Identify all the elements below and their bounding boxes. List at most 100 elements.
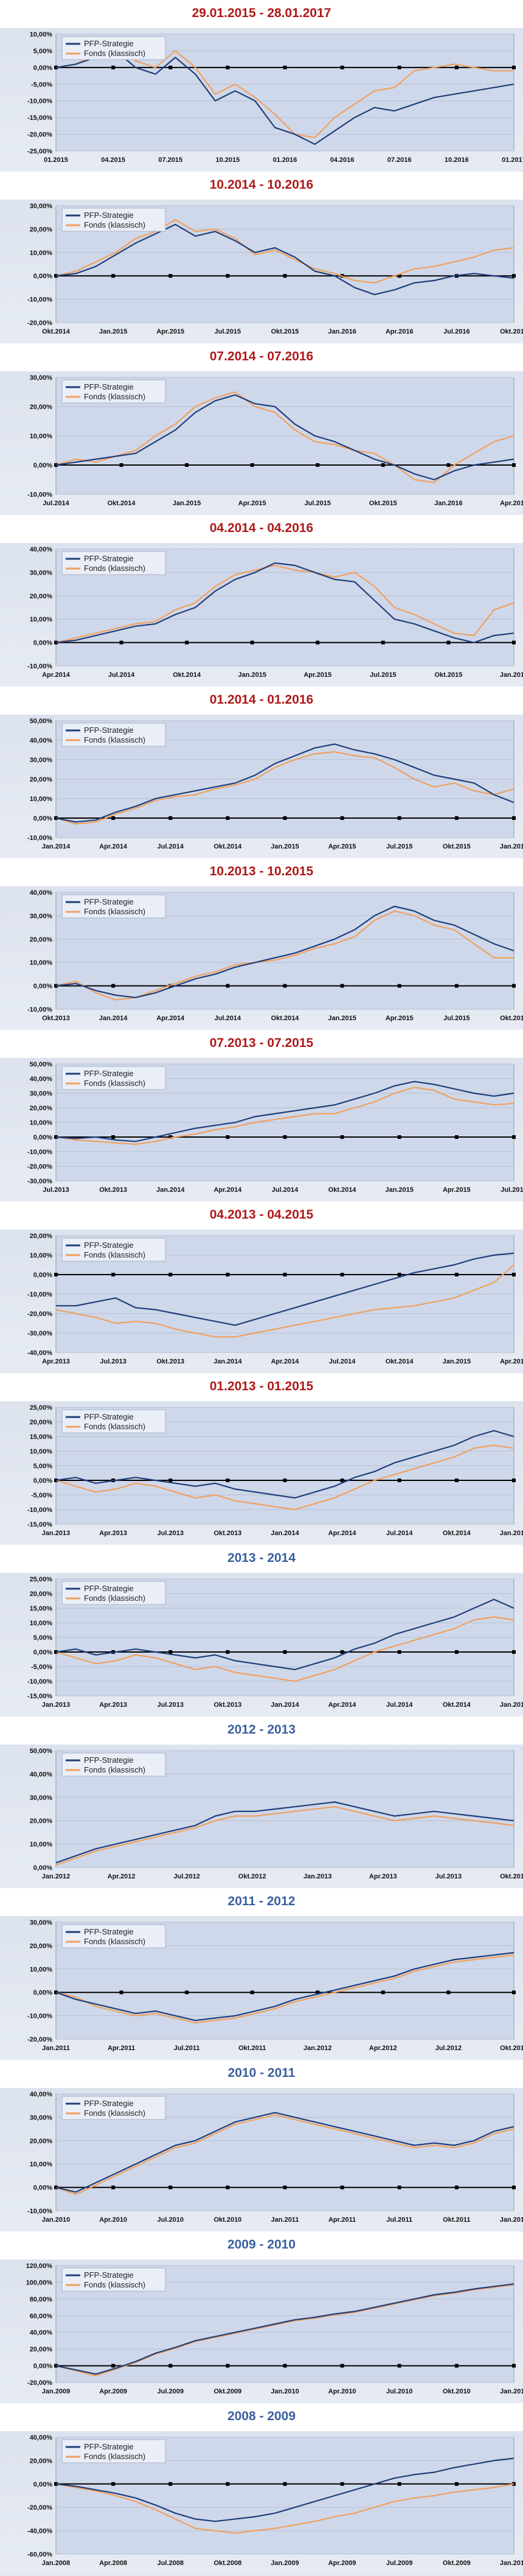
- chart-svg: 40,00%30,00%20,00%10,00%0,00%-10,00%Apr.…: [27, 546, 523, 679]
- y-tick-label: -10,00%: [27, 2013, 52, 2020]
- baseline-marker: [454, 1273, 459, 1276]
- legend-label: Fonds (klassisch): [84, 392, 145, 401]
- baseline-marker: [512, 984, 516, 988]
- legend-box: [61, 379, 166, 404]
- baseline-marker: [54, 1990, 58, 1995]
- x-tick-label: Jan.2015: [99, 328, 127, 335]
- series-line-fonds-klassisch: [55, 564, 514, 643]
- baseline-marker: [454, 1479, 459, 1482]
- legend-label: PFP-Strategie: [84, 897, 134, 906]
- x-tick-label: Apr.2015: [156, 328, 184, 335]
- y-tick-label: 10,00%: [30, 796, 53, 803]
- x-tick-label: Apr.2013: [99, 1701, 127, 1709]
- x-tick-label: 10.2015: [215, 156, 240, 164]
- x-tick-label: Jan.2009: [271, 2560, 299, 2567]
- baseline-marker: [283, 2364, 287, 2368]
- chart-svg: 30,00% 20,00% 10,00% 0,00% -10,00%Jul.2014 Ok…: [27, 374, 523, 507]
- y-tick-label: 50,00%: [30, 1061, 53, 1068]
- baseline-marker: [250, 640, 254, 645]
- x-tick-label: Jan.2013: [42, 1701, 70, 1709]
- series-line-pfp-strategie: [55, 1080, 514, 1143]
- y-tick-label: 20,00%: [30, 1419, 53, 1426]
- x-tick-label: Okt.2015: [443, 843, 471, 850]
- series-line-pfp-strategie: [55, 743, 514, 823]
- x-tick-label: Jan.2015: [238, 671, 266, 679]
- y-tick-label: -20,00%: [27, 2036, 52, 2043]
- y-tick-label: 0,00%: [33, 1989, 52, 1997]
- x-tick-label: Apr.2016: [500, 500, 523, 507]
- baseline-marker: [512, 274, 516, 278]
- baseline-marker: [111, 2482, 116, 2486]
- baseline-marker: [226, 1650, 230, 1654]
- x-tick-label: Jul.2014: [272, 1186, 299, 1194]
- x-tick-label: Apr.2010: [328, 2388, 356, 2395]
- legend-label: Fonds (klassisch): [84, 220, 145, 229]
- chart-panel: 2013 - 2014 25,00% 20,00% 15,00% 10,00% 5,00%…: [0, 1545, 523, 1717]
- x-tick-label: Okt.2014: [271, 1015, 300, 1022]
- x-tick-label: Apr.2010: [99, 2216, 127, 2224]
- chart-svg: 50,00%40,00%30,00%20,00%10,00%0,00%Jan.2…: [30, 1748, 523, 1880]
- x-tick-label: Jul.2013: [158, 1701, 184, 1709]
- baseline-marker: [512, 2185, 516, 2189]
- series-line-fonds-klassisch: [55, 1806, 514, 1866]
- x-tick-label: Jul.2014: [158, 843, 184, 850]
- legend-label: PFP-Strategie: [84, 1069, 134, 1078]
- baseline-marker: [185, 640, 189, 645]
- x-tick-label: Jan.2012: [303, 2045, 331, 2052]
- x-tick-label: Apr.2009: [99, 2388, 127, 2395]
- baseline-marker: [340, 1479, 344, 1482]
- legend-label: PFP-Strategie: [84, 211, 134, 220]
- x-tick-label: Apr.2013: [42, 1358, 70, 1365]
- baseline-marker: [454, 2185, 459, 2189]
- baseline-marker: [381, 640, 385, 645]
- x-tick-label: Jan.2011: [500, 2388, 523, 2395]
- baseline-marker: [250, 1990, 254, 1995]
- baseline-marker: [226, 2364, 230, 2368]
- x-tick-label: Okt.2012: [500, 2045, 523, 2052]
- baseline-marker: [54, 1273, 58, 1276]
- baseline-marker: [226, 65, 230, 69]
- y-tick-label: 40,00%: [30, 1076, 53, 1083]
- y-tick-label: -20,00%: [27, 1163, 52, 1171]
- baseline-marker: [226, 816, 230, 820]
- baseline-marker: [340, 65, 344, 69]
- x-tick-label: Jul.2013: [43, 1186, 69, 1194]
- y-tick-label: -60,00%: [27, 2551, 52, 2558]
- y-tick-label: -15,00%: [27, 1693, 52, 1700]
- x-tick-label: Okt.2015: [434, 671, 462, 679]
- baseline-marker: [283, 65, 287, 69]
- legend-label: PFP-Strategie: [84, 726, 134, 735]
- y-tick-label: 20,00%: [30, 1105, 53, 1112]
- x-tick-label: Jul.2014: [215, 1015, 241, 1022]
- x-tick-label: Jan.2011: [42, 2045, 70, 2052]
- y-tick-label: 20,00%: [30, 776, 53, 783]
- x-tick-label: Apr.2011: [108, 2045, 135, 2052]
- legend-box: [61, 1237, 166, 1262]
- baseline-marker: [340, 1135, 344, 1139]
- x-tick-label: Okt.2011: [238, 2045, 266, 2052]
- baseline-marker: [340, 1650, 344, 1654]
- x-tick-label: Jan.2015: [386, 1186, 414, 1194]
- legend-box: [61, 2439, 166, 2463]
- baseline-marker: [168, 1650, 173, 1654]
- x-tick-label: Apr.2015: [238, 500, 266, 507]
- baseline-marker: [111, 2364, 116, 2368]
- y-tick-label: 20,00%: [30, 936, 53, 943]
- x-tick-label: Okt.2012: [238, 1873, 266, 1880]
- legend-box: [61, 1066, 166, 1090]
- y-tick-label: 40,00%: [30, 546, 53, 553]
- baseline-marker: [168, 2364, 173, 2368]
- y-tick-label: 20,00%: [30, 404, 53, 411]
- baseline-marker: [454, 65, 459, 69]
- legend-label: Fonds (klassisch): [84, 1765, 145, 1774]
- legend-label: Fonds (klassisch): [84, 1250, 145, 1259]
- y-tick-label: 10,00%: [30, 959, 53, 967]
- y-tick-label: -20,00%: [27, 2504, 52, 2511]
- baseline-marker: [397, 1273, 401, 1276]
- legend-label: Fonds (klassisch): [84, 1594, 145, 1603]
- y-tick-label: 40,00%: [30, 2329, 53, 2337]
- x-tick-label: Jul.2014: [386, 1530, 413, 1537]
- y-tick-label: -10,00%: [27, 1291, 52, 1298]
- y-tick-label: 5,00%: [33, 1634, 52, 1642]
- baseline-marker: [512, 2364, 516, 2368]
